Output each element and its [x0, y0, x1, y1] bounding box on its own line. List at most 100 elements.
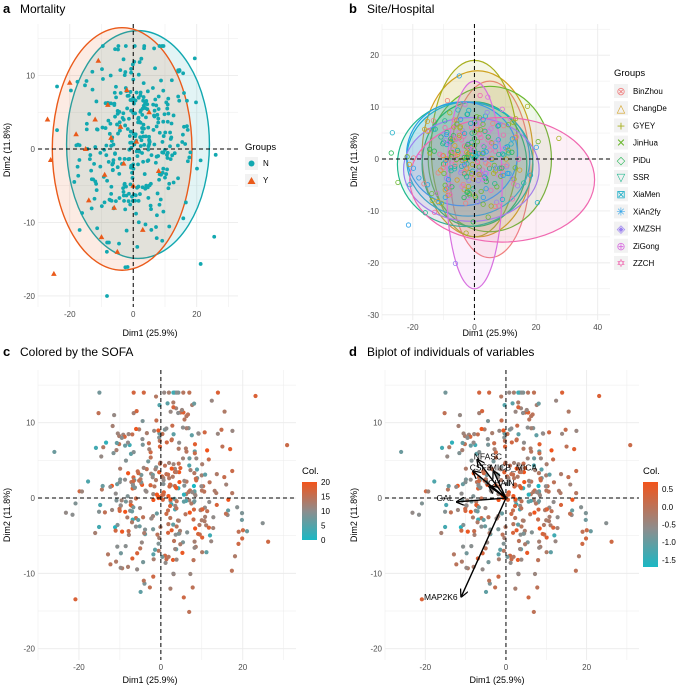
point-sofa: [204, 550, 209, 555]
point-N: [84, 79, 89, 83]
point-N: [80, 211, 85, 215]
point-N: [136, 162, 140, 167]
point-sofa: [189, 501, 194, 506]
x-tick-label: 20: [192, 310, 201, 319]
point-sofa: [122, 477, 128, 482]
point-sofa: [162, 463, 168, 468]
point-N: [151, 128, 156, 132]
point-sofa: [214, 472, 219, 477]
point-N: [111, 161, 116, 165]
point-N: [123, 44, 128, 48]
reference-lines-a: [38, 24, 238, 307]
point-N: [132, 44, 137, 48]
point-BinZhou: [489, 141, 495, 147]
point-ZZCH: [479, 167, 486, 173]
point-N: [128, 98, 133, 102]
point-N: [161, 44, 166, 48]
point-N: [133, 98, 138, 103]
legend-label-GYEY: GYEY: [633, 121, 656, 130]
point-GYEY: [427, 150, 433, 156]
point-sofa: [113, 528, 118, 533]
point-sofa: [137, 524, 142, 529]
point-sofa: [185, 412, 191, 417]
point-N: [147, 134, 151, 139]
colorbar-c: Col. 0 5 10 15 20: [302, 466, 330, 545]
point-sofa: [226, 508, 231, 513]
point-N: [113, 114, 117, 119]
point-biplot: [439, 445, 445, 450]
point-sofa: [129, 509, 135, 514]
point-biplot: [445, 454, 450, 459]
legend-swatch-SSR: ▽: [617, 171, 626, 184]
point-biplot: [446, 483, 451, 489]
point-sofa: [157, 435, 162, 440]
point-ZZCH: [500, 132, 506, 138]
point-sofa: [176, 410, 181, 416]
point-GYEY: [429, 197, 435, 204]
point-biplot: [534, 490, 539, 495]
point-ZiGong: [507, 116, 514, 122]
legend-item-GYEY: + GYEY: [614, 118, 656, 133]
point-SSR: [501, 152, 507, 158]
point-sofa: [197, 522, 202, 528]
point-N: [116, 47, 120, 52]
point-sofa: [166, 554, 171, 559]
point-biplot: [500, 532, 505, 537]
point-N: [185, 159, 190, 164]
point-N: [138, 120, 143, 125]
point-biplot: [553, 398, 559, 403]
points-a: [44, 44, 218, 298]
y-tick-label: -20: [367, 259, 379, 268]
point-Y: [105, 101, 111, 107]
point-N: [198, 158, 203, 163]
point-biplot: [533, 501, 539, 506]
point-sofa: [170, 557, 176, 563]
point-biplot: [511, 493, 516, 499]
point-ZZCH: [488, 187, 494, 193]
point-sofa: [167, 503, 173, 509]
point-N: [139, 56, 144, 61]
point-sofa: [205, 448, 210, 453]
point-biplot: [536, 401, 541, 406]
point-biplot: [531, 463, 537, 468]
legend-key-bg: [614, 204, 628, 219]
legend-item-SSR: ▽ SSR: [614, 170, 650, 184]
point-Y: [114, 248, 121, 254]
point-sofa: [170, 474, 175, 479]
point-biplot: [555, 515, 560, 520]
point-Y: [92, 116, 98, 122]
point-N: [165, 153, 169, 157]
point-biplot: [498, 547, 503, 552]
point-N: [140, 106, 145, 111]
point-N: [129, 163, 134, 168]
point-N: [88, 153, 93, 157]
point-N: [161, 166, 166, 171]
point-N: [128, 90, 133, 94]
point-N: [55, 128, 59, 133]
point-JinHua: [429, 190, 435, 197]
point-biplot: [475, 432, 480, 437]
point-N: [147, 140, 152, 145]
point-sofa: [184, 426, 189, 431]
point-Y: [101, 171, 108, 177]
point-XiaMen: [473, 153, 479, 159]
point-N: [170, 153, 175, 158]
point-sofa: [141, 465, 146, 470]
reference-lines-c: [38, 370, 296, 660]
reference-lines-d: [385, 370, 639, 660]
point-biplot: [432, 479, 437, 484]
point-sofa: [161, 481, 166, 487]
point-biplot: [505, 497, 511, 502]
point-biplot: [499, 511, 505, 516]
point-biplot: [513, 409, 518, 414]
point-PiDu: [464, 189, 470, 196]
legend-key-bg: [614, 187, 628, 202]
point-biplot: [468, 443, 473, 448]
point-sofa: [232, 554, 238, 559]
point-sofa: [149, 516, 154, 521]
legend-swatch-XiaMen: ⊠: [616, 188, 625, 201]
legend-a: Groups N Y: [245, 142, 276, 187]
point-N: [104, 153, 109, 158]
point-XiAn2fy: [436, 200, 442, 206]
point-XiAn2fy: [443, 131, 450, 138]
